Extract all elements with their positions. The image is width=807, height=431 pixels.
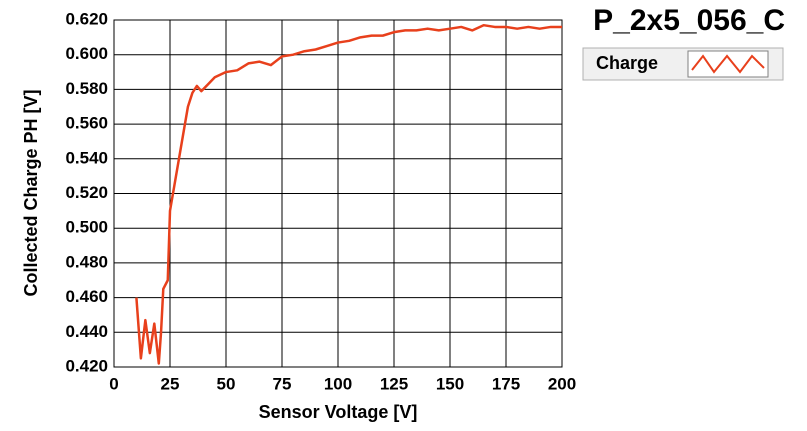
legend-swatch xyxy=(691,54,765,74)
y-tick-label: 0.560 xyxy=(65,114,108,133)
y-tick-label: 0.500 xyxy=(65,218,108,237)
y-tick-label: 0.480 xyxy=(65,252,108,271)
x-tick-label: 100 xyxy=(324,374,352,393)
x-tick-label: 150 xyxy=(436,374,464,393)
x-tick-label: 75 xyxy=(273,374,292,393)
y-tick-label: 0.620 xyxy=(65,9,108,28)
y-axis-label: Collected Charge PH [V] xyxy=(21,89,41,296)
x-axis-label: Sensor Voltage [V] xyxy=(259,402,418,422)
legend-label: Charge xyxy=(596,53,658,73)
y-tick-label: 0.540 xyxy=(65,148,108,167)
y-tick-label: 0.460 xyxy=(65,287,108,306)
y-tick-label: 0.600 xyxy=(65,44,108,63)
x-tick-label: 175 xyxy=(492,374,520,393)
y-tick-label: 0.520 xyxy=(65,183,108,202)
x-tick-label: 50 xyxy=(217,374,236,393)
x-tick-label: 25 xyxy=(161,374,180,393)
y-tick-label: 0.580 xyxy=(65,79,108,98)
x-tick-label: 125 xyxy=(380,374,408,393)
legend-swatch-box xyxy=(687,50,769,78)
y-tick-label: 0.440 xyxy=(65,322,108,341)
x-tick-label: 0 xyxy=(109,374,118,393)
x-tick-label: 200 xyxy=(548,374,576,393)
series-line xyxy=(135,23,562,365)
legend: Charge xyxy=(582,47,784,81)
chart-title: P_2x5_056_C xyxy=(593,4,785,37)
y-tick-label: 0.420 xyxy=(65,356,108,375)
